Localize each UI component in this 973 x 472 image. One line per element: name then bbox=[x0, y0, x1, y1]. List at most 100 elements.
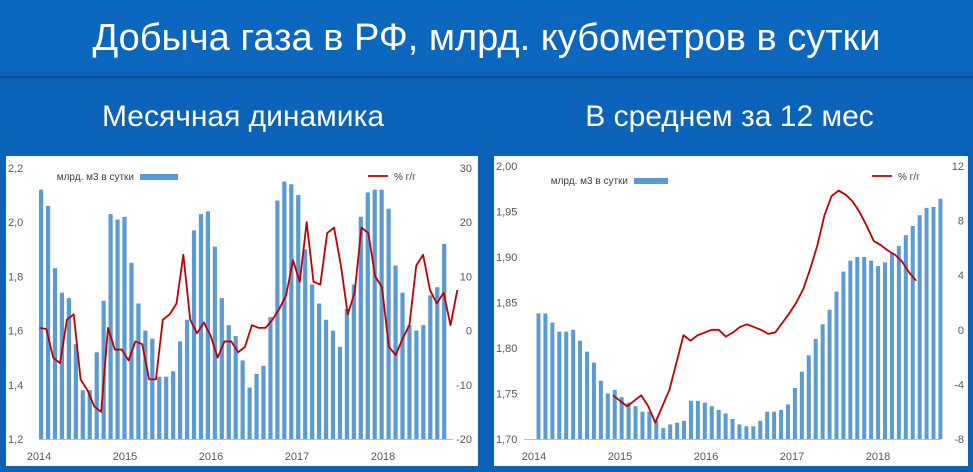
legend-bar-label: млрд. м3 в сутки bbox=[551, 176, 628, 187]
x-year-label: 2016 bbox=[199, 451, 223, 463]
bar bbox=[820, 324, 825, 439]
yoy-line bbox=[39, 221, 459, 413]
bar bbox=[275, 200, 280, 439]
bar bbox=[682, 420, 687, 439]
bar bbox=[386, 208, 391, 439]
legend-line-label: % г/г bbox=[898, 172, 920, 183]
bar bbox=[903, 235, 908, 439]
chart-12m-average-panel: 1,70 1,75 1,80 1,85 1,90 1,95 2,00 -8 -4 0 4 8 12 201… bbox=[494, 156, 968, 466]
bar bbox=[578, 340, 583, 439]
y-right-tick-label: 8 bbox=[958, 216, 964, 228]
y-right-tick-label: 30 bbox=[460, 163, 472, 175]
bar bbox=[428, 295, 433, 439]
bar bbox=[716, 409, 721, 439]
bar bbox=[400, 292, 405, 439]
bar bbox=[751, 426, 756, 439]
bar bbox=[702, 402, 707, 439]
bar bbox=[226, 325, 231, 439]
bar bbox=[247, 387, 252, 439]
bar bbox=[261, 365, 266, 439]
bar bbox=[661, 428, 666, 439]
bar bbox=[585, 351, 590, 439]
bar bbox=[626, 402, 631, 439]
bar bbox=[889, 253, 894, 439]
chart-12m-average: 1,70 1,75 1,80 1,85 1,90 1,95 2,00 -8 -4 0 4 8 12 201… bbox=[496, 161, 964, 463]
bar bbox=[675, 422, 680, 439]
bar bbox=[310, 284, 315, 439]
y-left-tick-label: 2,0 bbox=[8, 217, 23, 229]
bar bbox=[421, 325, 426, 439]
bar bbox=[924, 207, 929, 439]
bar bbox=[910, 226, 915, 439]
bar bbox=[633, 406, 638, 439]
bar bbox=[536, 313, 541, 439]
bar bbox=[813, 338, 818, 439]
bar bbox=[876, 266, 881, 439]
bar bbox=[80, 390, 85, 439]
bar bbox=[688, 400, 693, 439]
x-year-label: 2018 bbox=[866, 451, 890, 463]
y-left-tick-label: 1,70 bbox=[496, 434, 517, 446]
x-year-label: 2015 bbox=[113, 451, 137, 463]
legend-bar-label: млрд. м3 в сутки bbox=[57, 172, 134, 183]
bar bbox=[557, 331, 562, 439]
x-year-label: 2017 bbox=[780, 451, 804, 463]
bar bbox=[862, 257, 867, 439]
chart-monthly: 1,2 1,4 1,6 1,8 2,0 2,2 -20 -10 0 10 20 30 2014 2015 2… bbox=[8, 163, 472, 463]
bar bbox=[157, 376, 162, 439]
panel-title-12m-average: В среднем за 12 мес bbox=[585, 100, 874, 133]
bar bbox=[785, 404, 790, 439]
bar bbox=[779, 409, 784, 439]
yoy-line bbox=[612, 189, 917, 424]
legend-line-label: % г/г bbox=[394, 172, 416, 183]
bar bbox=[136, 303, 141, 439]
y-right-tick-label: -20 bbox=[456, 434, 472, 446]
bar bbox=[612, 389, 617, 439]
bar bbox=[115, 219, 120, 439]
panel-title-monthly: Месячная динамика bbox=[101, 100, 385, 133]
bar bbox=[848, 260, 853, 439]
bar bbox=[254, 373, 259, 439]
y-left-tick-label: 1,8 bbox=[8, 271, 23, 283]
y-left-tick-label: 1,6 bbox=[8, 326, 23, 338]
bar bbox=[233, 336, 238, 439]
bar bbox=[869, 260, 874, 439]
x-year-label: 2017 bbox=[285, 451, 309, 463]
bar bbox=[171, 371, 176, 439]
title-bar bbox=[0, 0, 973, 78]
bar bbox=[883, 262, 887, 439]
bar bbox=[695, 400, 700, 439]
y-left-tick-label: 1,2 bbox=[8, 434, 23, 446]
bar bbox=[668, 424, 673, 439]
y-right-tick-label: 12 bbox=[952, 161, 964, 173]
bar bbox=[407, 325, 412, 439]
bar bbox=[591, 362, 596, 439]
bar bbox=[330, 330, 336, 439]
bar bbox=[73, 344, 78, 439]
bar bbox=[730, 418, 735, 439]
bar bbox=[317, 303, 322, 439]
bar bbox=[442, 243, 447, 439]
bar bbox=[45, 205, 51, 439]
bar bbox=[323, 319, 329, 439]
x-year-label: 2014 bbox=[27, 451, 51, 463]
bar bbox=[351, 284, 356, 439]
bar bbox=[164, 376, 169, 439]
bar bbox=[723, 413, 728, 439]
bar bbox=[737, 424, 742, 439]
y-left-tick-label: 2,2 bbox=[8, 163, 23, 175]
bar bbox=[435, 287, 440, 439]
bar bbox=[855, 257, 860, 439]
bar bbox=[178, 341, 183, 439]
bar bbox=[205, 211, 210, 439]
y-right-tick-label: 4 bbox=[958, 270, 964, 282]
bar bbox=[122, 216, 127, 439]
bar bbox=[605, 393, 610, 439]
y-left-tick-label: 1,75 bbox=[496, 389, 517, 401]
bar bbox=[640, 411, 645, 439]
bar bbox=[571, 329, 576, 439]
bar bbox=[917, 215, 922, 439]
bar bbox=[268, 317, 273, 439]
bar bbox=[709, 406, 714, 439]
bar bbox=[834, 291, 839, 439]
